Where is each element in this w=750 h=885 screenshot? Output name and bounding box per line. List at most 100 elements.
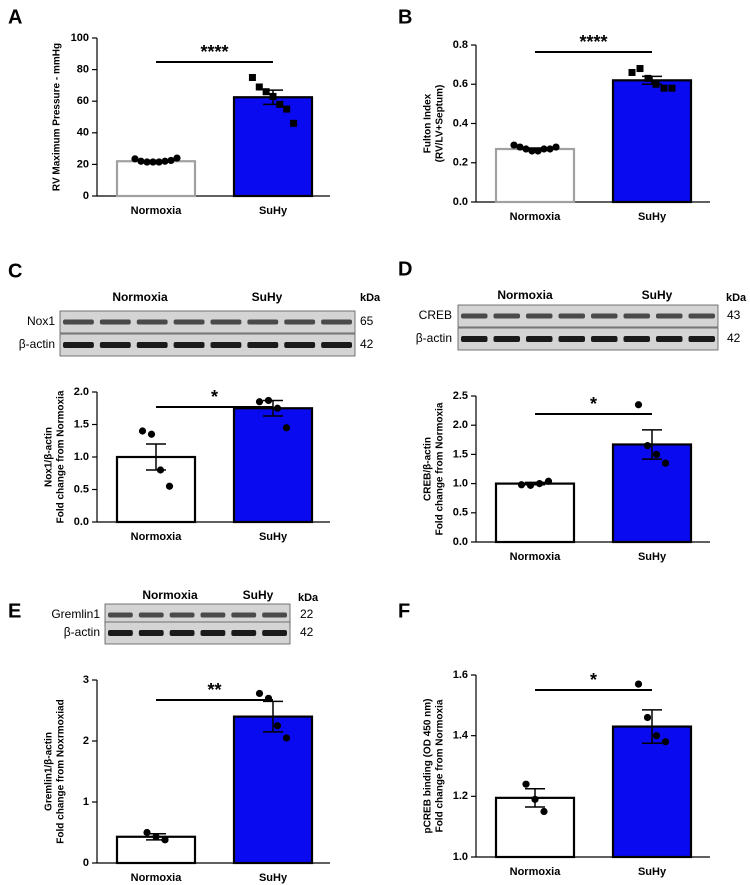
blot-unit: kDa <box>360 292 381 304</box>
blot-band <box>284 342 316 348</box>
blot-band <box>210 319 242 325</box>
data-point <box>528 147 536 155</box>
blot-band <box>138 612 164 618</box>
data-point <box>634 680 643 688</box>
data-point <box>173 154 181 162</box>
y-tick-label: 1 <box>83 796 89 808</box>
data-point <box>526 481 535 489</box>
data-point <box>544 477 553 485</box>
blot-band <box>231 630 257 636</box>
blot-band <box>526 336 553 342</box>
data-point <box>643 713 652 722</box>
blot-band <box>231 612 257 618</box>
blot-band <box>688 313 715 319</box>
blot-strip <box>104 621 291 645</box>
blot-band <box>461 313 488 319</box>
blot-band <box>558 336 585 342</box>
x-tick-label: Normoxia <box>131 872 183 884</box>
y-tick-label: 1.5 <box>453 448 468 460</box>
blot-band <box>321 342 352 348</box>
blot-band <box>247 342 279 348</box>
blot-band <box>591 336 618 342</box>
y-tick-label: 60 <box>77 95 89 107</box>
data-point <box>552 143 560 151</box>
blot-band <box>99 342 131 348</box>
data-point <box>255 689 264 698</box>
data-point <box>540 807 548 816</box>
y-axis-label: CREB/β-actin <box>423 437 434 501</box>
panel-letter: C <box>8 260 22 282</box>
significance-label: * <box>590 670 597 690</box>
x-tick-label: Normoxia <box>510 211 562 223</box>
data-point <box>155 158 163 166</box>
blot-size-label: 42 <box>727 331 741 345</box>
y-axis-label: (RV/LV+Septum) <box>435 85 446 163</box>
bar <box>494 482 576 544</box>
data-point <box>282 424 291 432</box>
blot-band <box>262 630 287 636</box>
y-axis-label: Fold change from Normoxia <box>56 390 67 523</box>
data-point <box>161 836 169 844</box>
blot-band <box>136 319 168 325</box>
blot-size-label: 42 <box>300 625 314 639</box>
blot-unit: kDa <box>298 592 319 604</box>
y-tick-label: 2.0 <box>453 419 468 431</box>
y-tick-label: 0.8 <box>453 39 468 51</box>
blot-band <box>321 319 352 325</box>
data-point <box>161 157 169 165</box>
blot-row-label: CREB <box>419 308 452 322</box>
blot-band <box>247 319 279 325</box>
data-point <box>255 83 263 91</box>
data-point <box>636 65 644 73</box>
data-point <box>634 401 643 409</box>
y-axis-label: Fulton Index <box>423 93 434 153</box>
data-point <box>248 74 256 81</box>
blot-size-label: 42 <box>360 337 374 351</box>
y-tick-label: 1.2 <box>453 790 468 802</box>
blot-size-label: 65 <box>360 314 374 328</box>
significance-label: * <box>590 394 597 414</box>
blot-band <box>262 612 287 618</box>
data-point <box>510 141 518 149</box>
bar <box>611 79 693 204</box>
data-point <box>661 738 670 746</box>
y-tick-label: 0.6 <box>453 78 468 90</box>
blot-band <box>173 342 205 348</box>
x-tick-label: SuHy <box>638 551 667 563</box>
blot-band <box>210 342 242 348</box>
data-point <box>138 427 147 435</box>
blot-row-label: Gremlin1 <box>51 607 100 621</box>
y-axis-label: Fold change from Normoxia <box>435 402 446 535</box>
y-axis-label: Fold change from Normoxia <box>435 699 446 832</box>
y-tick-label: 40 <box>77 127 89 139</box>
blot-band <box>591 313 618 319</box>
blot-band <box>623 313 650 319</box>
data-point <box>652 450 661 458</box>
panel-letter: F <box>398 600 410 622</box>
panel-letter: D <box>398 258 412 280</box>
blot-band <box>656 313 683 319</box>
y-tick-label: 0.4 <box>453 117 469 129</box>
data-point <box>152 833 160 841</box>
data-point <box>137 157 145 165</box>
y-tick-label: 80 <box>77 64 89 76</box>
bar <box>494 147 576 204</box>
x-tick-label: SuHy <box>259 205 288 217</box>
data-point <box>644 74 652 82</box>
data-point <box>290 119 298 127</box>
x-tick-label: Normoxia <box>510 551 562 563</box>
significance-label: **** <box>200 42 228 62</box>
blot-group-label: Normoxia <box>497 288 553 302</box>
y-axis-label: Fold change from Noxrmoxiad <box>56 699 67 843</box>
data-point <box>255 398 264 406</box>
blot-size-label: 43 <box>727 308 741 322</box>
blot-band <box>493 336 520 342</box>
data-point <box>660 84 668 92</box>
data-point <box>264 396 273 405</box>
y-tick-label: 0.5 <box>74 483 89 495</box>
blot-band <box>63 342 94 348</box>
data-point <box>262 88 270 96</box>
y-tick-label: 3 <box>83 674 89 686</box>
data-point <box>522 145 530 153</box>
